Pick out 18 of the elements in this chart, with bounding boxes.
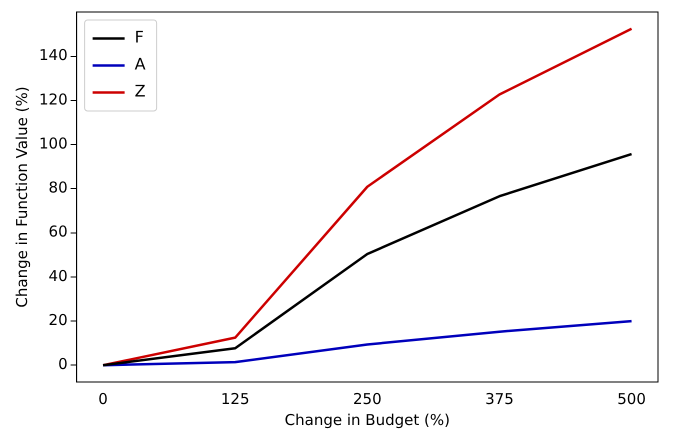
y-axis-title: Change in Function Value (%) [12,86,31,308]
legend-label: Z [134,82,146,101]
y-tick-label: 80 [48,178,68,197]
x-tick-label: 250 [352,390,382,408]
y-tick-label: 120 [38,90,68,108]
y-tick-label: 140 [38,46,68,64]
x-tick-label: 500 [617,390,646,408]
y-tick-label: 40 [48,266,68,285]
y-tick-label: 20 [48,310,68,329]
y-tick-label: 60 [48,222,68,241]
legend-label: F [134,28,144,47]
legend-label: A [134,54,146,74]
y-tick-label: 0 [58,355,68,374]
x-axis-title: Change in Budget (%) [284,410,450,429]
x-tick-label: 0 [98,390,108,408]
y-tick-label: 100 [38,134,68,152]
x-tick-label: 125 [220,390,250,408]
x-tick-label: 375 [485,390,514,408]
